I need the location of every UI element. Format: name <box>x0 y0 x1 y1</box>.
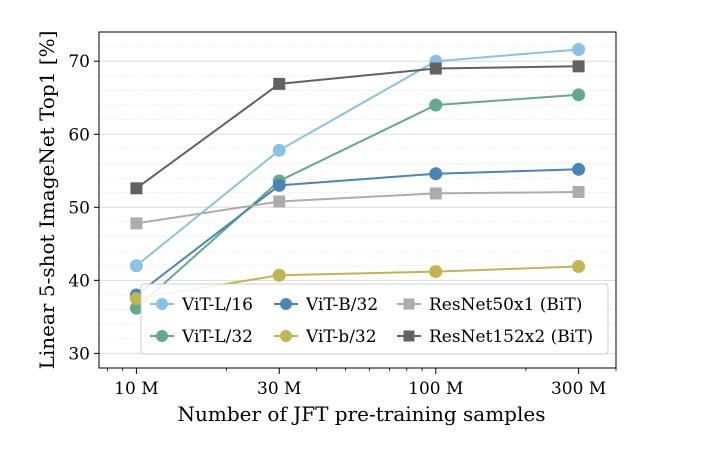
data-point <box>429 167 443 181</box>
data-point <box>272 143 286 157</box>
data-point <box>572 43 586 57</box>
series-layer <box>129 43 586 315</box>
plot-frame <box>98 31 617 369</box>
data-point <box>429 62 442 75</box>
data-point <box>130 182 143 195</box>
legend-item: ViT-L/16 <box>150 295 253 315</box>
x-axis-label: Number of JFT pre-training samples <box>178 402 546 426</box>
series-resnet152x2-bit <box>130 60 585 195</box>
legend-swatch-marker <box>156 298 168 310</box>
data-point <box>272 178 286 192</box>
series-line <box>135 93 579 309</box>
data-point <box>273 77 286 90</box>
x-tick-label: 300 M <box>551 379 606 399</box>
legend-swatch-marker <box>280 330 292 342</box>
legend-label: ResNet50x1 (BiT) <box>429 295 582 315</box>
series-line <box>135 65 579 190</box>
data-point <box>429 98 443 112</box>
legend-label: ViT-b/32 <box>305 327 377 347</box>
data-point <box>572 88 586 102</box>
y-axis-label: Linear 5-shot ImageNet Top1 [%] <box>35 31 59 370</box>
data-point <box>572 185 585 198</box>
legend-item: ResNet152x2 (BiT) <box>397 327 593 347</box>
legend-label: ResNet152x2 (BiT) <box>429 327 593 347</box>
y-tick-label: 70 <box>68 52 90 72</box>
y-tick-label: 40 <box>68 271 90 291</box>
y-tick-label: 50 <box>68 198 90 218</box>
series-vit-l-32 <box>129 88 586 315</box>
legend-box <box>140 283 609 355</box>
data-point <box>572 259 586 273</box>
series-resnet50x1-bit <box>130 185 585 230</box>
legend-label: ViT-L/32 <box>181 327 253 347</box>
x-tick-label: 100 M <box>408 379 463 399</box>
series-line <box>135 168 579 296</box>
axes: 30 40 50 60 70 10 M 30 M 100 M 300 M <box>68 52 617 399</box>
series-vit-l-16 <box>129 43 586 273</box>
legend-swatch-marker <box>280 298 292 310</box>
series-line <box>136 191 579 225</box>
data-point <box>429 187 442 200</box>
data-point <box>129 259 143 273</box>
data-point <box>273 195 286 208</box>
legend-label: ViT-B/32 <box>305 295 378 315</box>
x-tick-label: 10 M <box>114 379 158 399</box>
data-point <box>129 301 143 315</box>
data-point <box>130 217 143 230</box>
legend-item: ViT-B/32 <box>274 295 378 315</box>
legend-swatch-marker <box>403 330 415 342</box>
legend-swatch-marker <box>403 298 415 310</box>
data-point <box>572 162 586 176</box>
legend-item: ViT-b/32 <box>274 327 377 347</box>
legend-swatch-marker <box>156 330 168 342</box>
data-point <box>129 292 143 306</box>
legend-label: ViT-L/16 <box>181 295 253 315</box>
data-point <box>572 60 585 73</box>
data-point <box>429 265 443 279</box>
legend-item: ResNet50x1 (BiT) <box>397 295 582 315</box>
data-point <box>272 268 286 282</box>
y-tick-label: 60 <box>68 125 90 145</box>
legend-item: ViT-L/32 <box>150 327 253 347</box>
series-line <box>135 48 579 267</box>
x-tick-label: 30 M <box>257 379 301 399</box>
legend: ViT-L/16 ViT-B/32 ResNet50x1 (BiT) ViT-L/32… <box>140 283 609 355</box>
y-tick-label: 30 <box>68 344 90 364</box>
